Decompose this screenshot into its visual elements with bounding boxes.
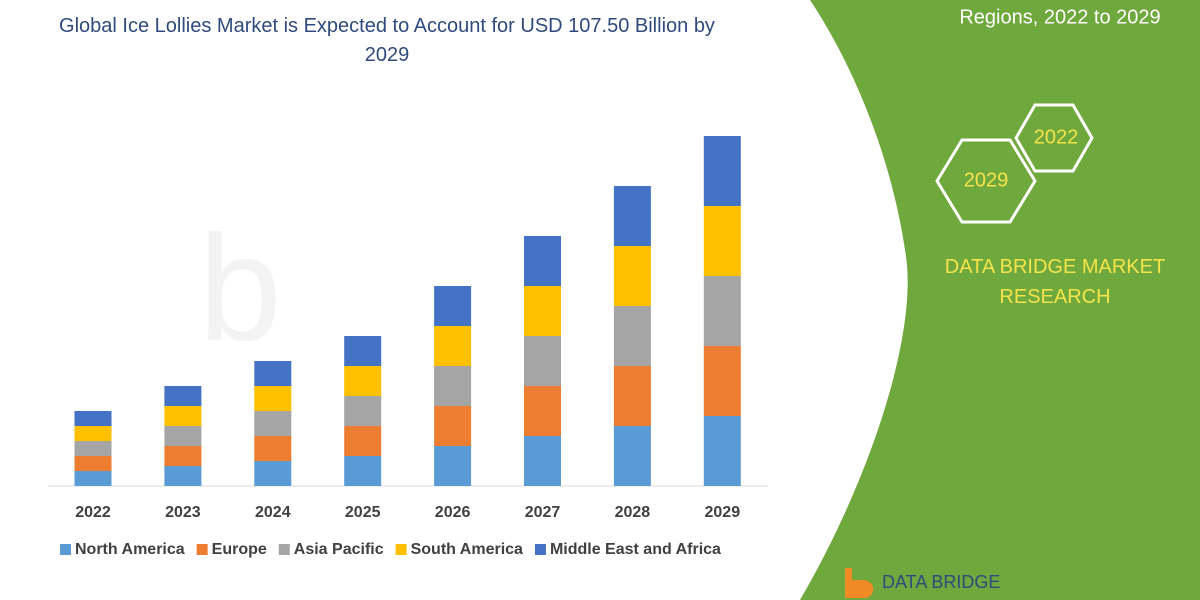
bar-segment: [703, 416, 741, 486]
bar-segment: [434, 326, 472, 366]
legend-swatch: [534, 544, 546, 555]
banner-heading: Regions, 2022 to 2029: [959, 6, 1160, 28]
bar-segment: [613, 186, 651, 246]
bar-segment: [164, 386, 202, 406]
bar-segment: [524, 386, 561, 436]
legend-label: Europe: [212, 541, 267, 558]
bar-segment: [613, 306, 651, 366]
bar-segment: [344, 456, 382, 486]
legend-label: Middle East and Africa: [550, 541, 721, 558]
bar-segment: [703, 206, 741, 276]
brand: DATA BRIDGE MARKET RESEARCH: [944, 256, 1166, 308]
x-tick-label: 2028: [615, 504, 651, 521]
x-tick-label: 2026: [435, 504, 471, 521]
x-tick-label: 2029: [705, 504, 741, 521]
bar-segment: [344, 366, 382, 396]
bar-segment: [524, 336, 561, 386]
bar-segment: [74, 426, 112, 441]
bar-segment: [254, 361, 292, 386]
bar-segment: [164, 466, 202, 486]
bar-segment: [703, 276, 741, 346]
bar-segment: [613, 246, 651, 306]
legend-swatch: [278, 544, 290, 555]
bar-segment: [613, 426, 651, 486]
watermark: b: [198, 204, 281, 372]
bar-segment: [344, 426, 382, 456]
bar-segment: [74, 471, 112, 486]
hexagon: [1014, 103, 1094, 173]
bar-segment: [254, 461, 292, 486]
logo-icon: [845, 568, 874, 598]
chart-title: Global Ice Lollies Market is Expected to…: [59, 15, 715, 66]
bar-segment: [434, 446, 472, 486]
bar-segment: [524, 236, 561, 286]
bar-segment: [703, 346, 741, 416]
legend-swatch: [196, 544, 208, 555]
bar-segment: [74, 441, 112, 456]
bar-segment: [164, 426, 202, 446]
bar-segment: [613, 366, 651, 426]
green-panel: [800, 0, 1200, 600]
bar-segment: [703, 136, 741, 206]
hexagon-label: 2029: [964, 169, 1009, 191]
bar-segment: [434, 286, 472, 326]
bar-segment: [524, 286, 561, 336]
legend-label: South America: [411, 541, 523, 558]
bar-segment: [164, 406, 202, 426]
bar-segment: [524, 436, 561, 486]
bar-segment: [254, 386, 292, 411]
x-tick-label: 2022: [75, 504, 111, 521]
legend-label: Asia Pacific: [294, 541, 384, 558]
legend-swatch: [395, 544, 407, 555]
bar-segment: [434, 366, 472, 406]
bar-segment: [74, 411, 112, 426]
x-tick-label: 2023: [165, 504, 201, 521]
legend-label: North America: [75, 541, 185, 558]
bar-segment: [74, 456, 112, 471]
bar-segment: [434, 406, 472, 446]
logo-text: DATA BRIDGE: [882, 572, 1000, 592]
hexagon: [935, 138, 1037, 224]
bar-segment: [344, 396, 382, 426]
bar-segment: [344, 336, 382, 366]
x-tick-label: 2025: [345, 504, 381, 521]
bar-segment: [164, 446, 202, 466]
legend-swatch: [60, 544, 71, 555]
bar-segment: [254, 436, 292, 461]
hexagon-label: 2022: [1034, 126, 1079, 148]
brand-box: DATA BRIDGE MARKET RESEARCH: [944, 256, 1166, 308]
x-tick-label: 2027: [525, 504, 561, 521]
x-tick-label: 2024: [255, 504, 291, 521]
bar-segment: [254, 411, 292, 436]
